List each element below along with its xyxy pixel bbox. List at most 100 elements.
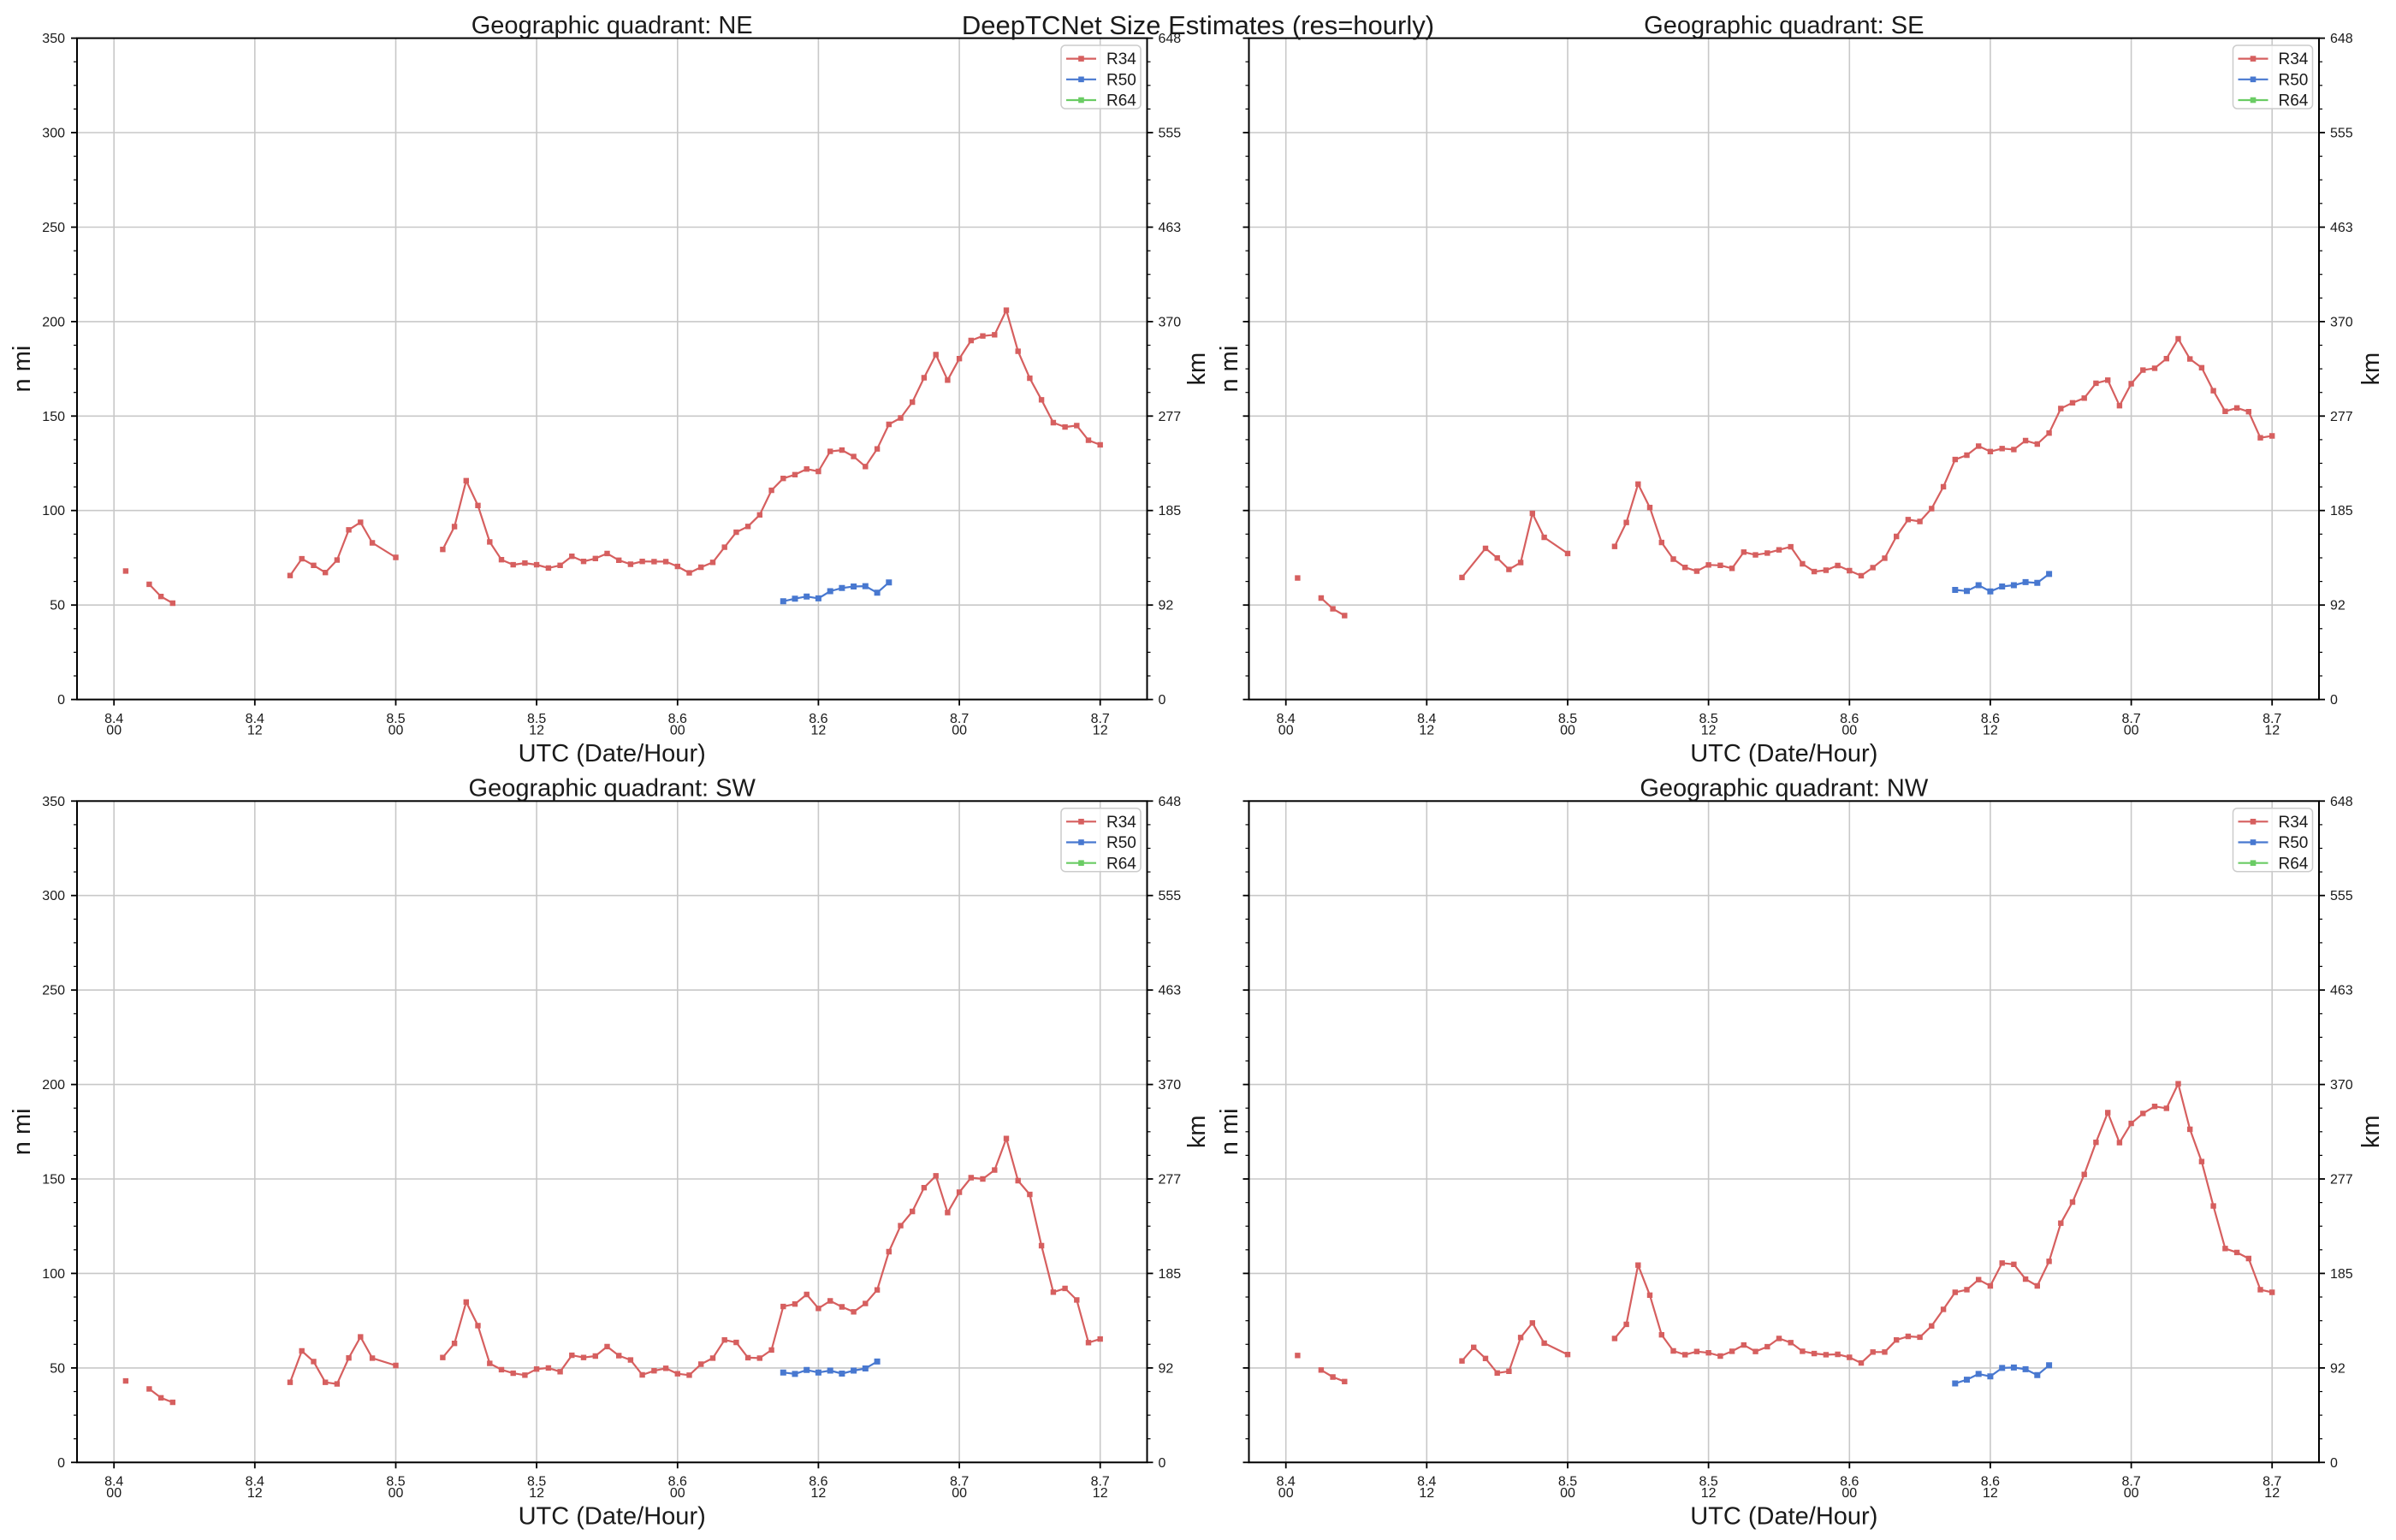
svg-text:UTC (Date/Hour): UTC (Date/Hour) [1690,1503,1877,1531]
svg-text:8.7: 8.7 [1091,712,1110,726]
svg-text:00: 00 [952,1486,967,1501]
svg-text:8.7: 8.7 [950,1475,969,1490]
svg-text:12: 12 [1419,1486,1434,1501]
svg-text:12: 12 [811,1486,827,1501]
svg-text:250: 250 [42,221,65,235]
svg-text:R50: R50 [2279,71,2309,89]
svg-text:555: 555 [2330,127,2353,141]
svg-text:n mi: n mi [9,346,36,393]
svg-text:250: 250 [42,984,65,998]
svg-text:277: 277 [1159,1173,1182,1188]
svg-text:12: 12 [1701,724,1717,738]
svg-text:8.5: 8.5 [386,1475,405,1490]
svg-text:12: 12 [247,1486,263,1501]
svg-text:8.7: 8.7 [1091,1475,1110,1490]
svg-text:12: 12 [529,1486,544,1501]
svg-text:300: 300 [42,127,65,141]
svg-text:185: 185 [2330,504,2353,518]
svg-text:R34: R34 [2279,50,2309,68]
svg-text:8.7: 8.7 [2263,712,2281,726]
svg-text:DeepTCNet Size Estimates (res=: DeepTCNet Size Estimates (res=hourly) [962,10,1434,40]
svg-text:12: 12 [1093,1486,1108,1501]
svg-text:0: 0 [2330,1456,2338,1471]
svg-text:350: 350 [42,32,65,46]
svg-text:463: 463 [2330,221,2353,235]
svg-text:R34: R34 [1106,50,1136,68]
svg-text:km: km [1183,1115,1211,1148]
svg-text:277: 277 [2330,410,2353,424]
svg-text:00: 00 [952,724,967,738]
svg-text:8.5: 8.5 [386,712,405,726]
svg-text:350: 350 [42,795,65,809]
svg-text:12: 12 [529,724,544,738]
svg-text:8.5: 8.5 [1558,1475,1577,1490]
svg-text:555: 555 [1159,127,1182,141]
svg-text:8.6: 8.6 [1981,1475,2000,1490]
svg-text:00: 00 [2124,724,2139,738]
svg-text:Geographic quadrant: NE: Geographic quadrant: NE [471,12,753,39]
svg-text:8.6: 8.6 [809,712,827,726]
svg-text:100: 100 [42,1267,65,1282]
svg-text:00: 00 [1278,724,1294,738]
svg-text:8.5: 8.5 [527,712,546,726]
svg-text:12: 12 [1983,724,1998,738]
svg-text:8.6: 8.6 [668,712,687,726]
svg-text:0: 0 [1159,1456,1166,1471]
svg-text:Geographic quadrant: NW: Geographic quadrant: NW [1640,775,1929,803]
svg-text:277: 277 [2330,1173,2353,1188]
svg-text:463: 463 [1159,984,1182,998]
svg-text:n mi: n mi [9,1108,36,1155]
svg-text:R64: R64 [1106,92,1136,110]
svg-text:300: 300 [42,889,65,903]
svg-text:12: 12 [811,724,827,738]
svg-text:8.7: 8.7 [2121,712,2140,726]
svg-text:8.4: 8.4 [104,1475,123,1490]
svg-text:12: 12 [247,724,263,738]
svg-text:UTC (Date/Hour): UTC (Date/Hour) [1690,740,1877,767]
svg-text:12: 12 [1093,724,1108,738]
svg-text:00: 00 [670,1486,685,1501]
svg-text:92: 92 [2330,599,2346,613]
svg-text:0: 0 [57,693,65,708]
svg-text:8.4: 8.4 [246,712,264,726]
svg-text:R50: R50 [1106,834,1136,852]
svg-text:8.7: 8.7 [2121,1475,2140,1490]
svg-text:8.6: 8.6 [1981,712,2000,726]
svg-text:00: 00 [2124,1486,2139,1501]
svg-text:463: 463 [2330,984,2353,998]
svg-text:185: 185 [1159,1267,1182,1282]
svg-text:200: 200 [42,1078,65,1093]
svg-text:185: 185 [2330,1267,2353,1282]
svg-text:00: 00 [1278,1486,1294,1501]
svg-text:00: 00 [1841,1486,1857,1501]
svg-text:555: 555 [2330,889,2353,903]
svg-text:UTC (Date/Hour): UTC (Date/Hour) [519,740,706,767]
svg-text:UTC (Date/Hour): UTC (Date/Hour) [519,1503,706,1531]
svg-text:R50: R50 [2279,834,2309,852]
svg-text:185: 185 [1159,504,1182,518]
svg-text:km: km [1183,352,1211,386]
svg-text:00: 00 [106,724,122,738]
svg-text:00: 00 [1560,724,1575,738]
svg-text:R64: R64 [2279,855,2309,873]
svg-text:92: 92 [1159,1361,1174,1376]
svg-text:92: 92 [2330,1361,2346,1376]
svg-text:R34: R34 [1106,814,1136,832]
svg-text:8.7: 8.7 [2263,1475,2281,1490]
svg-text:R50: R50 [1106,71,1136,89]
svg-text:0: 0 [2330,693,2338,708]
svg-text:km: km [2357,1115,2385,1148]
svg-text:00: 00 [670,724,685,738]
svg-text:00: 00 [388,724,404,738]
svg-text:150: 150 [42,410,65,424]
svg-text:463: 463 [1159,221,1182,235]
svg-text:12: 12 [1701,1486,1717,1501]
svg-text:12: 12 [1419,724,1434,738]
svg-text:200: 200 [42,315,65,329]
svg-text:12: 12 [2264,724,2280,738]
svg-text:648: 648 [2330,795,2353,809]
svg-text:12: 12 [2264,1486,2280,1501]
svg-text:Geographic quadrant: SW: Geographic quadrant: SW [469,775,756,803]
svg-text:50: 50 [50,599,65,613]
svg-text:648: 648 [1159,795,1182,809]
